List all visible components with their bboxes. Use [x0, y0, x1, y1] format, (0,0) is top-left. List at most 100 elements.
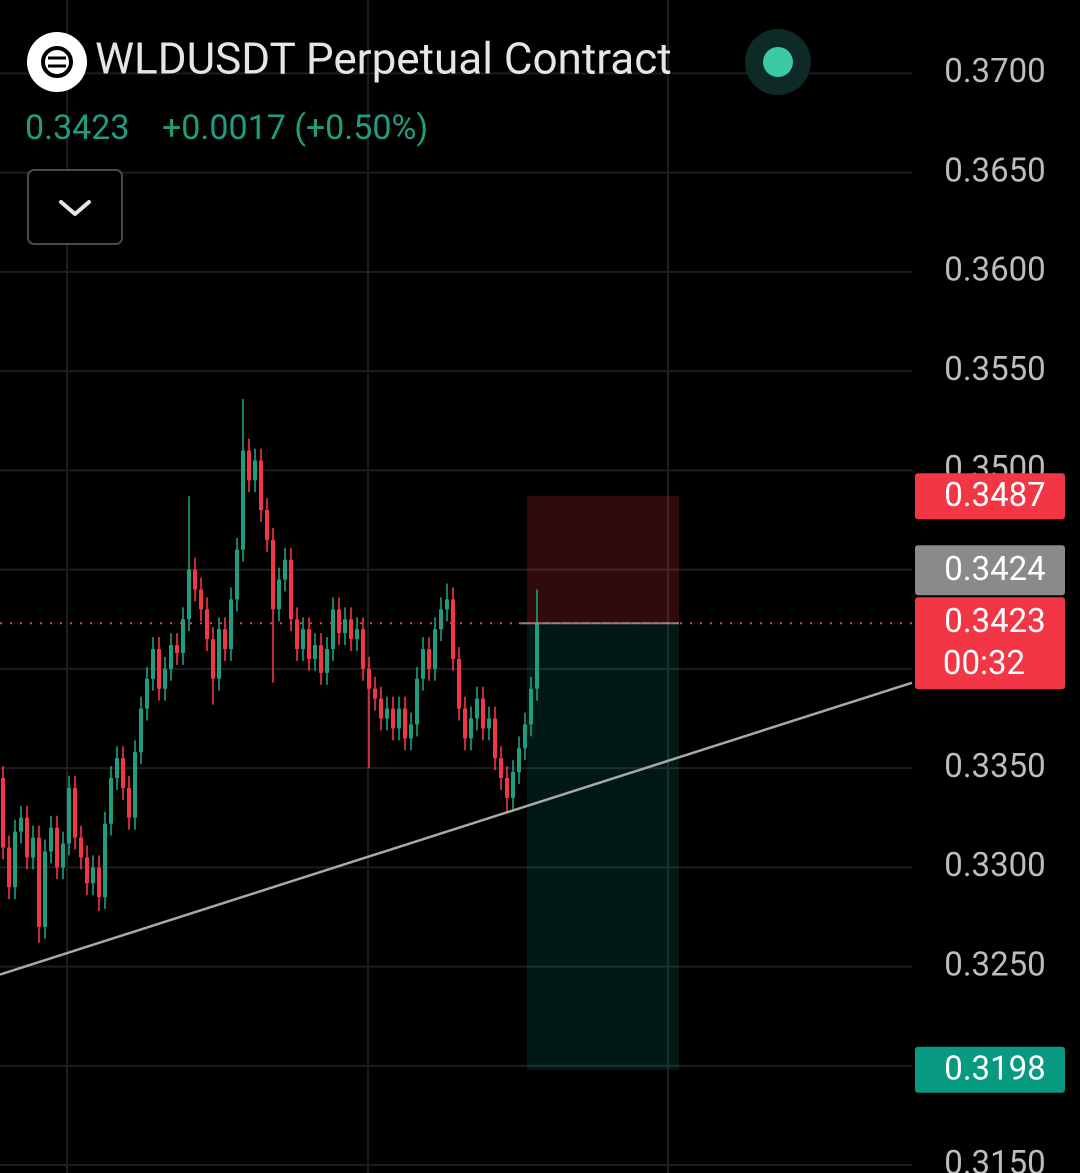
candle-body	[13, 831, 17, 888]
candle	[181, 607, 185, 665]
candle	[91, 855, 95, 896]
y-tick-label: 0.3250	[944, 945, 1045, 984]
candle	[31, 825, 35, 870]
stop-zone	[527, 496, 679, 624]
candle	[469, 706, 473, 751]
candle-body	[169, 645, 173, 669]
candle	[337, 597, 341, 646]
candle-body	[175, 645, 179, 653]
candle	[127, 776, 131, 830]
symbol-title[interactable]: WLDUSDT Perpetual Contract	[95, 33, 672, 85]
header: WLDUSDT Perpetual Contract 0.3423 +0.001…	[25, 29, 811, 245]
collapse-button[interactable]	[27, 169, 123, 245]
candle	[247, 438, 251, 493]
candle	[265, 498, 269, 552]
candle	[163, 656, 167, 701]
candle	[235, 537, 239, 612]
candle-body	[367, 668, 371, 689]
candle	[259, 448, 263, 522]
candle	[241, 398, 245, 562]
candle-body	[463, 708, 467, 739]
candle-body	[487, 718, 491, 729]
candle	[97, 855, 101, 912]
candle-body	[79, 837, 83, 858]
candle-body	[427, 649, 431, 669]
candle	[421, 637, 425, 691]
candle-body	[481, 698, 485, 729]
candle-body	[295, 619, 299, 650]
candle-body	[25, 817, 29, 858]
chevron-icon	[59, 200, 91, 216]
candle	[169, 633, 173, 681]
candle	[49, 815, 53, 864]
candle-body	[37, 837, 41, 927]
candle	[145, 666, 149, 721]
candle	[109, 766, 113, 836]
candle	[205, 597, 209, 652]
candle-body	[43, 851, 47, 927]
candle-body	[115, 758, 119, 779]
candle-body	[469, 718, 473, 739]
candle	[103, 811, 107, 910]
candle-body	[445, 599, 449, 610]
candle-body	[91, 867, 95, 884]
candle-body	[493, 718, 497, 759]
candle	[517, 736, 521, 784]
candle-body	[385, 708, 389, 719]
candle-body	[511, 772, 515, 798]
candle-body	[103, 823, 107, 898]
candle	[361, 617, 365, 681]
candle-body	[457, 658, 461, 709]
candle-body	[349, 619, 353, 640]
coin-logo[interactable]	[27, 32, 87, 92]
candle	[313, 633, 317, 671]
candle-body	[121, 758, 125, 788]
candle-body	[451, 599, 455, 659]
candle	[211, 627, 215, 705]
candle	[355, 617, 359, 652]
candle-body	[277, 579, 281, 610]
y-tick-label: 0.3700	[944, 52, 1045, 91]
candle-body	[73, 787, 77, 838]
candle-body	[289, 559, 293, 620]
candle-body	[253, 460, 257, 481]
candle-body	[211, 639, 215, 679]
candle-body	[433, 629, 437, 669]
candle	[427, 637, 431, 681]
candle	[79, 825, 83, 870]
coin-logo-ring	[41, 46, 73, 78]
candle-body	[139, 708, 143, 753]
candle-body	[61, 843, 65, 868]
y-tick-label: 0.3650	[944, 151, 1045, 190]
header-change: +0.0017 (+0.50%)	[162, 108, 428, 148]
candle	[499, 746, 503, 790]
candle-body	[439, 609, 443, 630]
candle	[7, 835, 11, 900]
header-price: 0.3423	[25, 108, 130, 148]
candle	[463, 696, 467, 751]
candle	[151, 637, 155, 691]
candle-body	[163, 668, 167, 689]
candle	[373, 676, 377, 711]
candle-body	[529, 688, 533, 725]
price-tag	[915, 473, 1065, 520]
candle-body	[97, 867, 101, 898]
candle-body	[67, 787, 71, 844]
candle-body	[235, 549, 239, 600]
candle	[61, 831, 65, 880]
price-tag	[915, 1046, 1065, 1093]
candle-body	[271, 539, 275, 610]
candle	[343, 607, 347, 646]
candle	[85, 845, 89, 896]
candle	[457, 647, 461, 721]
candle-body	[361, 629, 365, 669]
candle	[409, 712, 413, 751]
candle	[199, 577, 203, 622]
candle	[25, 805, 29, 870]
last-price-label: 0.3423	[944, 602, 1045, 641]
candle	[67, 776, 71, 856]
candle	[223, 617, 227, 661]
candle	[193, 557, 197, 602]
countdown-label: 00:32	[943, 644, 1025, 683]
candle	[301, 617, 305, 661]
